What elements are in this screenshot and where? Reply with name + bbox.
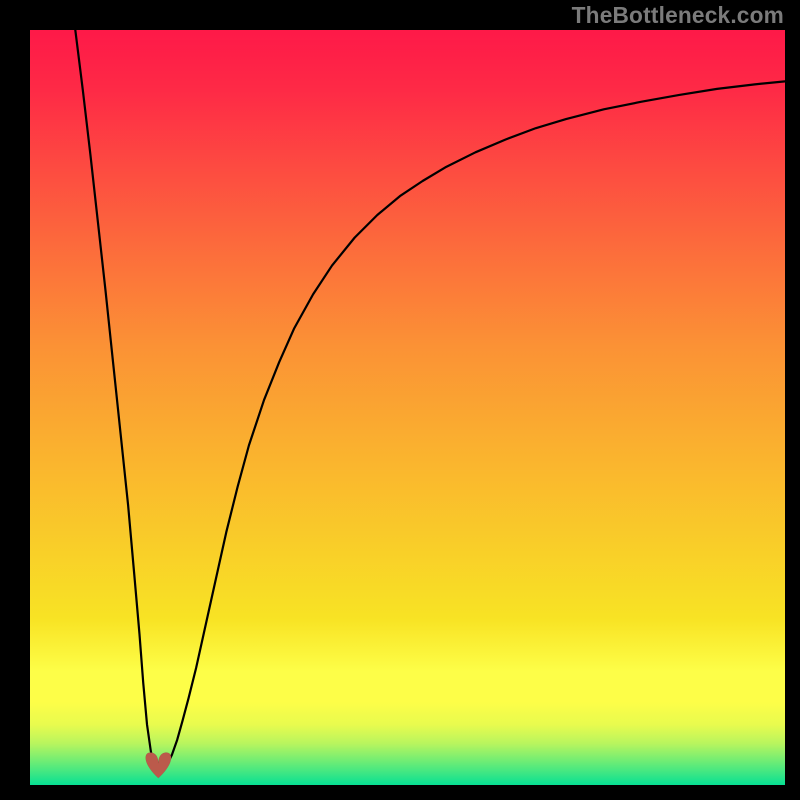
watermark-label: TheBottleneck.com [572,2,784,29]
bottleneck-curve [75,30,785,770]
chart-container: TheBottleneck.com [0,0,800,800]
minimum-marker-heart [146,753,171,779]
chart-svg [30,30,785,785]
plot-area [30,30,785,785]
heart-icon [146,753,171,779]
